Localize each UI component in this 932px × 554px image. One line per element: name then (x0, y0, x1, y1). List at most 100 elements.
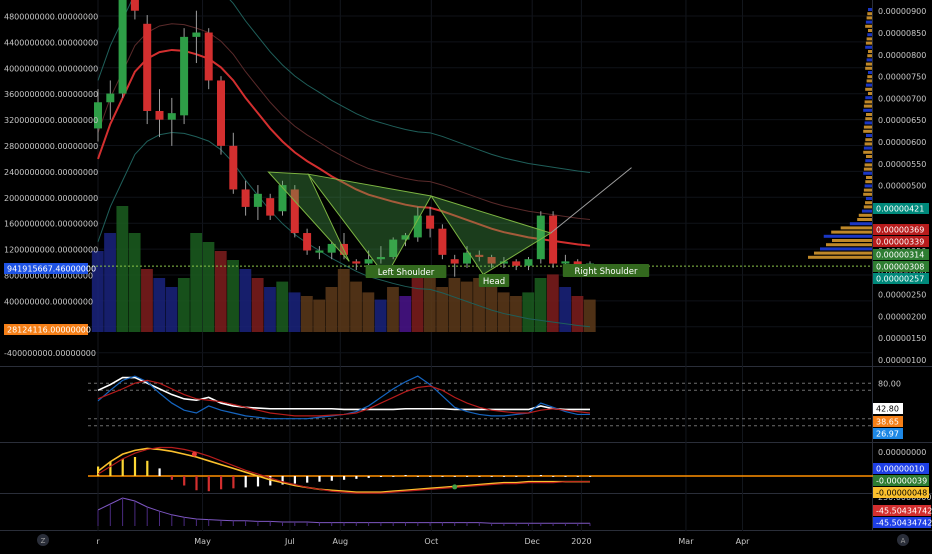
volume-bar (497, 292, 510, 332)
volume-bar (473, 278, 485, 332)
volume-bar (460, 281, 473, 332)
x-axis-tick-label: Jul (284, 537, 295, 546)
volume-profile-bar (863, 171, 872, 175)
candle-body (549, 215, 558, 264)
volume-bar (387, 287, 399, 332)
volume-bar (239, 269, 252, 332)
right-axis-tick-label: 0.00000750 (878, 73, 926, 82)
volume-profile-bar (840, 226, 872, 230)
pattern-label-background (478, 274, 510, 287)
volume-bar (559, 287, 572, 332)
candle-body (253, 193, 262, 207)
value-badge-label: 0.00000010 (876, 465, 924, 474)
right-axis-tick-label: 0.00000150 (878, 334, 926, 343)
value-badge (873, 463, 929, 474)
candle-body (266, 198, 275, 216)
macd-histogram-bar (256, 476, 260, 487)
volume-profile-bar (857, 218, 872, 221)
rsi-series-line (97, 376, 590, 411)
macd-histogram-bar (416, 476, 419, 477)
candle-body (167, 113, 176, 120)
value-badge (873, 428, 903, 439)
macd-histogram-bar (367, 476, 370, 478)
moving-average-line (97, 48, 591, 247)
volume-profile-bar (849, 222, 872, 226)
volume-bar (91, 251, 104, 332)
candle-body (192, 32, 201, 37)
volume-profile-bar (865, 20, 872, 24)
zoom-icon (37, 534, 49, 546)
macd-histogram-bar (478, 476, 481, 477)
volume-profile-bar (868, 8, 872, 11)
left-axis-tick-label: 1200000000.00000000 (4, 246, 98, 255)
candle-body (130, 0, 139, 11)
candle-body (118, 0, 127, 94)
right-axis-tick-label: 0.00000900 (878, 7, 926, 16)
volume-profile-bar (823, 234, 872, 238)
macd-histogram-bar (589, 476, 592, 477)
volume-bar (436, 287, 449, 332)
value-badge-label: 0.00000314 (876, 251, 924, 260)
left-axis-tick-label: 4400000000.00000000 (4, 38, 98, 47)
candle-body (327, 243, 336, 253)
volume-profile-bar (866, 79, 872, 83)
volume-bar (288, 292, 301, 332)
candle-body (315, 250, 324, 253)
volume-profile-bar (863, 104, 872, 108)
macd-histogram-bar (232, 476, 235, 489)
right-axis-tick-label: 0.00000200 (878, 312, 926, 321)
left-axis-tick-label: 4000000000.00000000 (4, 64, 98, 73)
x-axis-tick-label: 2020 (571, 537, 591, 546)
price-layer (88, 0, 872, 328)
volume-bar (571, 296, 584, 332)
x-axis-tick-label: May (194, 537, 211, 546)
value-badge-label: 42.80 (876, 405, 899, 414)
pattern-label-background (365, 265, 447, 278)
macd-layer (88, 446, 873, 494)
candle-body (561, 261, 570, 264)
auto-scale-icon-glyph: A (901, 537, 906, 545)
volume-profile-bar (867, 54, 872, 58)
candle-body (143, 23, 152, 111)
volume-bar (374, 299, 387, 332)
volume-profile-bar (864, 163, 872, 167)
candle-body (303, 233, 312, 251)
volume-bar (411, 269, 424, 332)
x-axis-tick-label: Aug (332, 537, 348, 546)
volume-profile-bar (865, 176, 872, 179)
volume-profile-bar (865, 180, 872, 184)
right-axis-tick-label: 0.00000100 (878, 356, 926, 365)
value-badge-label: 28124116.00000000 (7, 326, 91, 335)
macd-histogram-bar (466, 476, 469, 477)
macd-signal-line (97, 446, 590, 494)
right-axis-tick-label: 0.00000650 (878, 116, 926, 125)
volume-bar (350, 281, 362, 332)
slow-average-line (97, 23, 591, 221)
volume-profile-bar (865, 201, 872, 205)
volume-profile-bar (865, 87, 872, 91)
rsi-series-line (97, 379, 591, 417)
macd-cross-dot (452, 484, 458, 490)
volume-profile-bar (865, 197, 872, 200)
volume-profile-bar (863, 150, 872, 154)
badges-layer: 941915667.46000000 28124116.00000000 0.000… (4, 203, 932, 528)
candle-body (426, 215, 435, 229)
right-axis-tick-label: 0.00000550 (878, 160, 926, 169)
value-badge (873, 273, 929, 284)
value-badge (873, 261, 929, 272)
volume-profile-bar (866, 16, 872, 20)
value-badge-label: 26.97 (876, 430, 899, 439)
macd-histogram-bar (330, 476, 333, 481)
volume-profile-bar (858, 213, 872, 217)
volume-bar (214, 251, 227, 332)
value-badge-label: 0.00000308 (876, 263, 924, 272)
volume-profile-bar (866, 37, 872, 41)
value-badge-label: -45.50434742 (876, 507, 932, 516)
candle-body (475, 254, 484, 258)
left-axis-tick-label: 400000000.00000000 (4, 297, 93, 306)
volume-profile-bar (868, 50, 872, 53)
macd-histogram-bar (244, 476, 247, 488)
volume-bar (362, 292, 375, 332)
